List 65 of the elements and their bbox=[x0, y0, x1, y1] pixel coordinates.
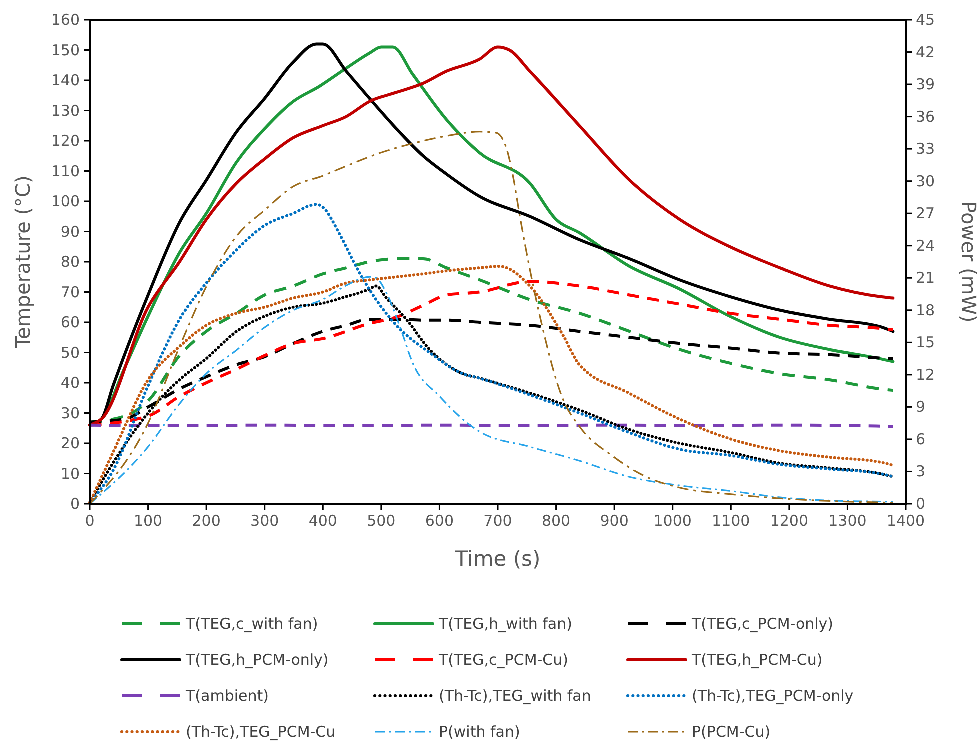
x-tick-label: 500 bbox=[367, 512, 396, 530]
x-tick-label: 0 bbox=[85, 512, 95, 530]
legend-label: P(PCM-Cu) bbox=[692, 723, 771, 741]
y-tick-label: 90 bbox=[60, 222, 80, 241]
y2-axis-title: Power (mW) bbox=[957, 201, 979, 323]
x-tick-label: 900 bbox=[600, 512, 629, 530]
y2-tick-label: 3 bbox=[916, 462, 926, 481]
y2-tick-label: 45 bbox=[916, 11, 936, 29]
y2-tick-label: 36 bbox=[916, 108, 936, 126]
y2-tick-label: 33 bbox=[916, 140, 936, 158]
legend-label: T(TEG,h_with fan) bbox=[438, 615, 572, 633]
legend-label: (Th-Tc),TEG_PCM-Cu bbox=[186, 723, 336, 741]
legend-label: T(TEG,c_PCM-only) bbox=[691, 615, 834, 633]
y-tick-label: 110 bbox=[51, 162, 80, 180]
y-tick-label: 140 bbox=[51, 72, 80, 90]
x-tick-label: 200 bbox=[192, 512, 221, 530]
y2-tick-label: 12 bbox=[916, 366, 936, 384]
x-tick-label: 100 bbox=[134, 512, 163, 530]
y-tick-label: 50 bbox=[60, 344, 80, 362]
x-tick-label: 1400 bbox=[886, 512, 926, 530]
y-tick-label: 40 bbox=[60, 374, 80, 392]
x-tick-label: 1000 bbox=[654, 512, 692, 530]
x-tick-label: 1300 bbox=[828, 512, 867, 530]
y2-tick-label: 24 bbox=[916, 236, 936, 255]
line-series bbox=[89, 131, 894, 505]
x-axis-title: Time (s) bbox=[454, 547, 541, 571]
legend-label: T(TEG,c_PCM-Cu) bbox=[438, 651, 568, 669]
y2-tick-label: 42 bbox=[916, 43, 936, 62]
y2-tick-label: 6 bbox=[916, 430, 926, 448]
y-tick-label: 70 bbox=[60, 283, 80, 302]
y-axis-title: Temperature (°C) bbox=[11, 176, 35, 350]
y-tick-label: 160 bbox=[51, 11, 80, 29]
y-tick-label: 80 bbox=[60, 253, 80, 271]
y2-tick-label: 30 bbox=[916, 172, 936, 190]
y-tick-label: 10 bbox=[60, 464, 80, 483]
y-tick-label: 120 bbox=[51, 132, 80, 150]
legend-label: (Th-Tc),TEG_PCM-only bbox=[692, 687, 854, 705]
y-tick-label: 60 bbox=[60, 314, 80, 332]
y-tick-label: 20 bbox=[60, 434, 80, 452]
y-tick-label: 0 bbox=[70, 495, 80, 513]
x-tick-label: 300 bbox=[250, 512, 280, 530]
x-tick-label: 600 bbox=[425, 512, 454, 530]
y2-tick-label: 18 bbox=[916, 301, 936, 320]
legend-label: T(TEG,c_with fan) bbox=[185, 615, 318, 633]
y2-tick-label: 39 bbox=[916, 76, 936, 94]
legend-label: T(ambient) bbox=[185, 687, 269, 705]
y2-tick-label: 9 bbox=[916, 398, 926, 416]
legend-label: T(TEG,h_PCM-Cu) bbox=[691, 651, 823, 669]
line-series bbox=[88, 257, 895, 424]
y-tick-label: 30 bbox=[60, 404, 80, 422]
y2-tick-label: 15 bbox=[916, 334, 936, 352]
x-tick-label: 400 bbox=[308, 512, 338, 530]
x-tick-label: 1100 bbox=[712, 512, 750, 530]
y-tick-label: 150 bbox=[51, 41, 80, 60]
legend-label: T(TEG,h_PCM-only) bbox=[185, 651, 329, 669]
y2-tick-label: 27 bbox=[916, 204, 936, 223]
y-tick-label: 100 bbox=[51, 192, 80, 210]
y2-tick-label: 0 bbox=[916, 495, 926, 513]
x-tick-label: 1200 bbox=[770, 512, 809, 530]
x-tick-label: 800 bbox=[542, 512, 571, 530]
y-tick-label: 130 bbox=[51, 102, 80, 120]
legend-label: P(with fan) bbox=[439, 723, 520, 741]
y2-tick-label: 21 bbox=[916, 269, 936, 288]
legend-label: (Th-Tc),TEG_with fan bbox=[439, 687, 592, 705]
x-tick-label: 700 bbox=[484, 512, 512, 530]
